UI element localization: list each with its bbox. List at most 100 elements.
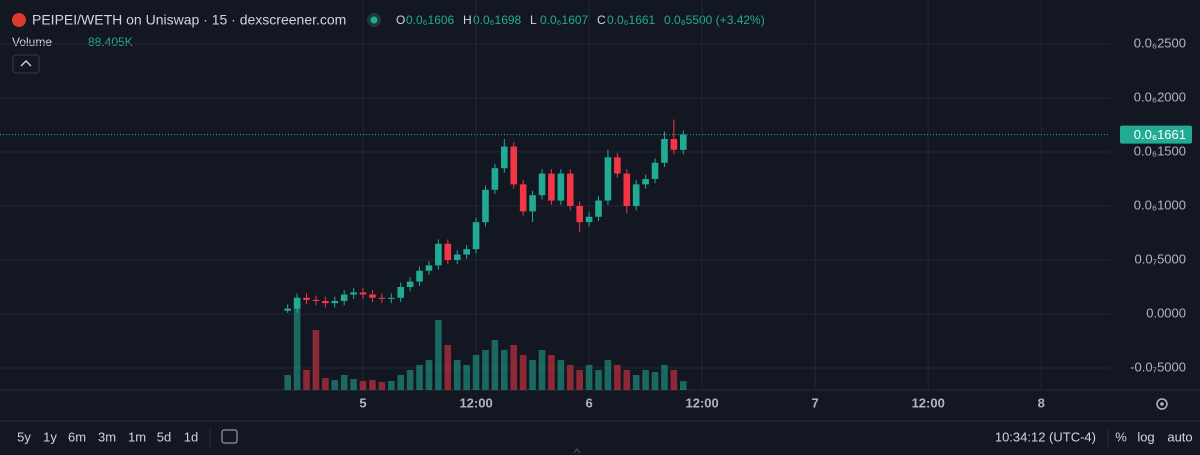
y-tick-label: 0.0₇5000 (1135, 251, 1186, 266)
candle-body (642, 178, 649, 185)
volume-title: Volume (12, 35, 52, 49)
collapse-icon (20, 60, 32, 67)
scale-option[interactable]: auto (1167, 429, 1192, 444)
range-button[interactable]: 1d (184, 429, 198, 444)
date-range-icon[interactable] (221, 429, 238, 444)
range-button[interactable]: 5y (17, 429, 31, 444)
candle-body (614, 157, 621, 174)
candle-body (416, 270, 423, 282)
candle-body (679, 134, 687, 150)
volume-bar (510, 345, 518, 390)
volume-bar (519, 355, 527, 390)
candle-body (350, 292, 357, 295)
y-tick-label: 0.0₆2500 (1134, 35, 1186, 50)
candle-body (519, 184, 527, 212)
last-price-label: 0.0₆1661 (1134, 127, 1186, 142)
pair-title: PEIPEI/WETH on Uniswap · 15 · dexscreene… (32, 12, 346, 28)
volume-bar (566, 365, 574, 390)
volume-bar (463, 365, 470, 390)
volume-bar (632, 375, 640, 390)
settings-gear-center (1160, 402, 1164, 406)
settings-gear[interactable] (1156, 398, 1168, 410)
range-button[interactable]: 6m (68, 429, 86, 444)
resize-handle[interactable] (573, 448, 581, 454)
y-tick-label: 0.0₆1500 (1134, 143, 1186, 158)
volume-bar (661, 365, 668, 390)
candle-body (548, 173, 555, 201)
x-tick-label: 7 (812, 395, 819, 410)
candle-body (661, 139, 668, 163)
ohlc-key: O (396, 13, 405, 27)
volume-bar (387, 381, 395, 390)
range-button[interactable]: 1y (43, 429, 57, 444)
candle-body (435, 243, 442, 266)
volume-bar (322, 378, 329, 390)
ohlc-value: 0.0₆1661 (607, 13, 656, 27)
volume-bar (491, 340, 499, 390)
candle-body (312, 299, 320, 302)
volume-bar (331, 380, 339, 390)
volume-bar (642, 370, 649, 390)
candle-body (387, 297, 395, 299)
status-dot (370, 16, 378, 24)
volume-bar (397, 375, 405, 390)
volume-bar (679, 381, 687, 390)
volume-bar (350, 379, 357, 390)
y-tick-label: -0.0₇5000 (1130, 359, 1186, 374)
candle-body (406, 281, 414, 287)
volume-bar (501, 350, 508, 390)
range-button[interactable]: 5d (157, 429, 171, 444)
ohlc-key: L (530, 13, 537, 27)
scale-option[interactable]: log (1137, 429, 1154, 444)
volume-bar (444, 345, 452, 390)
volume-bar (293, 300, 301, 390)
candle-body (501, 146, 508, 169)
candle-body (529, 195, 536, 212)
volume-bar (538, 350, 546, 390)
y-tick-label: 0.0₆2000 (1134, 89, 1186, 104)
range-button[interactable]: 1m (128, 429, 146, 444)
candle-body (303, 297, 310, 300)
volume-bar (670, 370, 678, 390)
candle-body (463, 249, 470, 255)
candle-body (651, 162, 659, 179)
volume-value: 88.405K (88, 35, 133, 49)
candle-body (453, 254, 461, 260)
volume-bar (472, 355, 480, 390)
x-tick-label: 12:00 (686, 395, 719, 410)
volume-bar (303, 370, 310, 390)
candle-body (331, 301, 339, 304)
volume-bar (406, 370, 414, 390)
candle-body (397, 286, 405, 298)
candle-body (632, 184, 640, 206)
candle-body (378, 297, 386, 299)
candle-body (482, 189, 489, 223)
collapse-button[interactable] (12, 54, 40, 74)
clock: 10:34:12 (UTC-4) (995, 429, 1096, 444)
ohlc-value: 0.0₆1607 (540, 13, 589, 27)
volume-bar (453, 360, 461, 390)
ohlc-value: 0.0₆1698 (473, 13, 522, 27)
candle-body (425, 265, 433, 271)
ohlc-key: H (463, 13, 472, 27)
volume-bar (557, 360, 565, 390)
candle-body (595, 200, 602, 217)
volume-bar (369, 380, 376, 390)
volume-bar (548, 355, 555, 390)
candle-body (604, 157, 612, 201)
candle-body (369, 294, 376, 298)
volume-bar (604, 360, 612, 390)
range-button[interactable]: 3m (98, 429, 116, 444)
x-tick-label: 5 (359, 395, 366, 410)
candle-body (557, 173, 565, 201)
volume-bar (425, 360, 433, 390)
candle-body (623, 173, 631, 206)
token-logo (12, 13, 26, 27)
volume-bar (585, 365, 593, 390)
candle-body (576, 205, 583, 223)
last-price-box (1120, 125, 1192, 144)
scale-option[interactable]: % (1115, 429, 1127, 444)
candle-body (293, 297, 301, 309)
candle-body (444, 243, 452, 260)
